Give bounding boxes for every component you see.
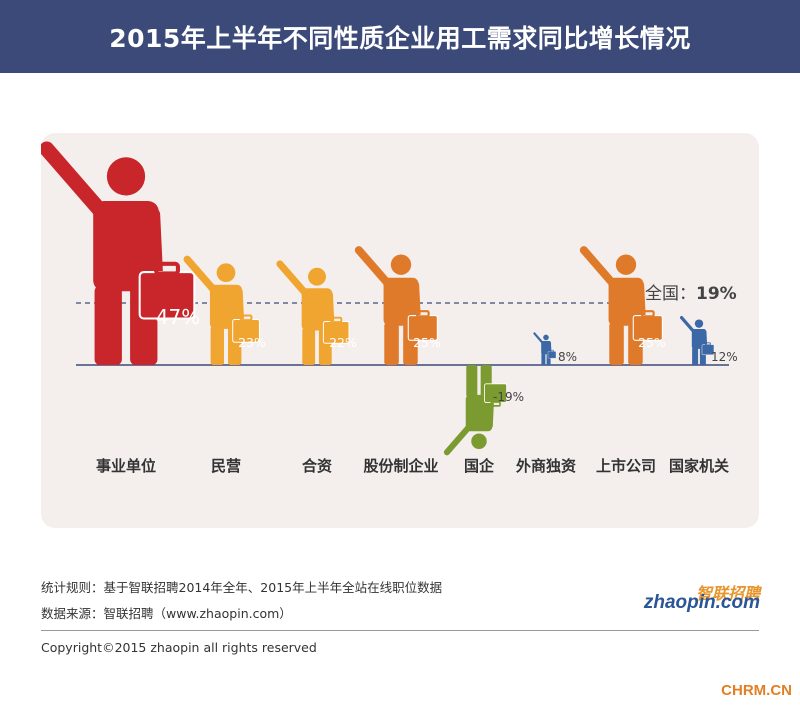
figure-head xyxy=(543,334,549,341)
figure-torso xyxy=(465,394,493,432)
footer-divider xyxy=(41,630,759,631)
category-label-2: 民营 xyxy=(211,457,241,475)
figure-torso xyxy=(691,329,707,349)
reference-label: 全国：19% xyxy=(645,284,737,304)
figure-lower-arm xyxy=(703,330,708,347)
chart-panel: 全国：19% 47% 事业单位 23% 民营 22% 合资 25% 股份制企业 -19% 国企 8%… xyxy=(41,133,759,528)
figure-7 xyxy=(579,246,663,365)
data-source-text: 数据来源：智联招聘（www.zhaopin.com） xyxy=(41,606,292,621)
figure-raised-arm xyxy=(354,246,392,288)
figure-lower-arm xyxy=(636,281,646,320)
figure-1 xyxy=(41,141,196,365)
figure-lower-arm xyxy=(236,288,245,323)
briefcase-handle xyxy=(550,349,554,352)
header-bar: 2015年上半年不同性质企业用工需求同比增长情况 xyxy=(0,0,800,73)
figure-lower-arm xyxy=(146,207,163,279)
figure-head xyxy=(106,157,146,196)
figure-raised-arm xyxy=(443,423,473,456)
figure-raised-arm xyxy=(41,141,109,220)
value-label-1: 47% xyxy=(156,305,200,329)
category-label-4: 股份制企业 xyxy=(363,457,438,475)
figure-torso xyxy=(608,277,644,326)
figure-leg-left xyxy=(94,285,122,365)
figure-raised-arm xyxy=(579,246,617,288)
category-label-8: 国家机关 xyxy=(669,457,729,475)
value-label-5: -19% xyxy=(493,390,524,404)
chart-figures: 47% 事业单位 23% 民营 22% 合资 25% 股份制企业 -19% 国企 8% 外商独资 25%… xyxy=(41,141,738,475)
figure-torso xyxy=(301,288,333,331)
figure-head xyxy=(216,263,236,283)
category-label-6: 外商独资 xyxy=(515,457,576,475)
figure-raised-arm xyxy=(183,255,218,294)
briefcase-handle xyxy=(415,310,430,318)
zhaopin-logo: zhaopin.com xyxy=(643,592,760,613)
briefcase-handle xyxy=(640,310,655,318)
figure-leg-left xyxy=(210,326,224,365)
value-label-3: 22% xyxy=(329,335,357,350)
figure-5 xyxy=(443,365,508,456)
figure-raised-arm xyxy=(276,260,310,297)
figure-torso xyxy=(93,200,159,292)
chrm-watermark: CHRM.CN xyxy=(721,682,792,699)
figure-head xyxy=(308,267,326,286)
value-label-8: 12% xyxy=(711,350,738,364)
figure-lower-arm xyxy=(487,399,494,429)
figure-8 xyxy=(679,316,715,365)
figure-3 xyxy=(276,260,350,365)
figure-6 xyxy=(533,332,557,365)
figure-head xyxy=(615,254,637,275)
figure-torso xyxy=(209,284,243,329)
value-label-2: 23% xyxy=(238,335,266,350)
copyright-text: Copyright©2015 zhaopin all rights reserv… xyxy=(41,640,317,655)
briefcase-handle xyxy=(239,314,253,322)
category-label-1: 事业单位 xyxy=(96,457,156,475)
figure-leg-left xyxy=(302,327,316,365)
chart-svg: 全国：19% 47% 事业单位 23% 民营 22% 合资 25% 股份制企业 -19% 国企 8%… xyxy=(41,141,738,475)
figure-torso xyxy=(541,341,551,355)
figure-head xyxy=(390,254,412,275)
value-label-6: 8% xyxy=(558,350,577,364)
category-label-5: 国企 xyxy=(464,457,495,475)
value-label-4: 25% xyxy=(413,335,441,350)
figure-leg-left xyxy=(692,347,699,365)
figure-head xyxy=(471,433,487,449)
briefcase-handle xyxy=(490,401,501,407)
zhaopin-logo-cn: 智联招聘 xyxy=(695,584,760,603)
briefcase-handle xyxy=(330,316,343,324)
figure-2 xyxy=(183,255,260,365)
figure-head xyxy=(694,319,704,328)
figure-leg-left xyxy=(384,322,399,365)
stats-rule-text: 统计规则：基于智联招聘2014年全年、2015年上半年全站在线职位数据 xyxy=(41,580,443,595)
value-label-7: 25% xyxy=(638,335,666,350)
figure-lower-arm xyxy=(411,281,421,320)
figure-raised-arm xyxy=(533,332,544,344)
figure-leg-left xyxy=(609,322,624,365)
page-title: 2015年上半年不同性质企业用工需求同比增长情况 xyxy=(109,23,691,53)
figure-torso xyxy=(383,277,419,326)
figure-raised-arm xyxy=(679,316,696,334)
category-label-7: 上市公司 xyxy=(596,457,656,475)
figure-leg-left xyxy=(541,353,546,365)
briefcase-handle xyxy=(154,261,180,276)
briefcase xyxy=(547,351,557,359)
figure-lower-arm xyxy=(326,291,335,325)
figure-leg-left xyxy=(466,365,478,398)
category-label-3: 合资 xyxy=(301,457,332,475)
briefcase-handle xyxy=(705,342,711,346)
figure-4 xyxy=(354,246,438,365)
